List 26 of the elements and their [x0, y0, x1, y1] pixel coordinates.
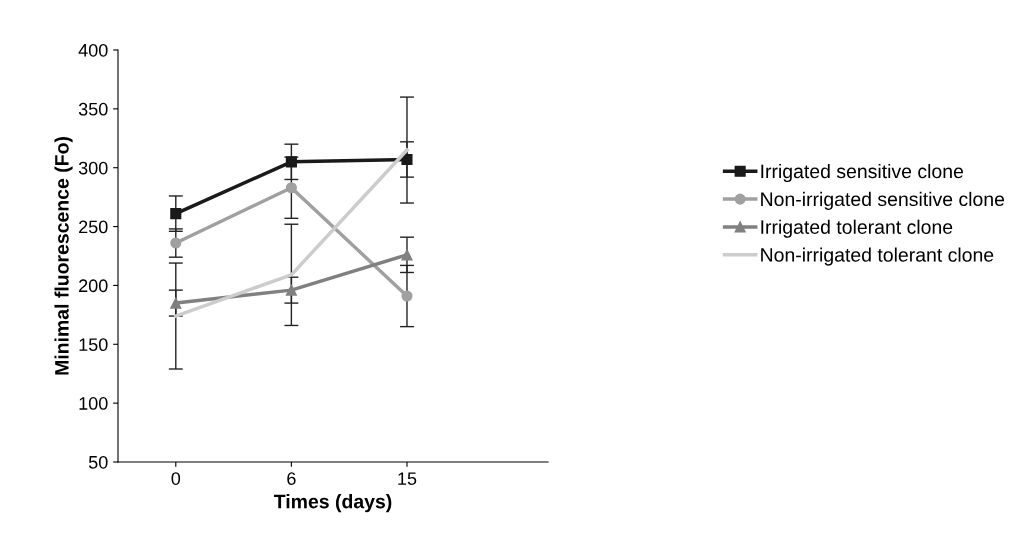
point: [285, 182, 297, 194]
point: [401, 249, 413, 261]
point: [401, 153, 413, 166]
y-tick-label: 250: [79, 220, 108, 234]
y-tick-label: 50: [88, 455, 108, 469]
point: [170, 297, 182, 309]
legend-label: Non-irrigated tolerant clone: [761, 247, 994, 266]
y-tick-label: 400: [78, 43, 108, 57]
legend-label: Irrigated sensitive clone: [761, 163, 964, 183]
x-tick-label: 15: [398, 472, 417, 485]
point: [401, 290, 413, 302]
y-tick-label: 350: [78, 102, 108, 116]
y-tick-label: 150: [79, 338, 108, 352]
y-tick-label: 200: [79, 279, 108, 293]
point: [285, 284, 297, 296]
legend-label: Non-irrigated sensitive clone: [761, 191, 1005, 210]
point: [170, 237, 182, 249]
x-tick-label: 0: [171, 472, 181, 485]
y-tick-label: 100: [79, 397, 108, 410]
point: [285, 156, 297, 168]
x-tick-label: 6: [287, 472, 296, 485]
legend-label: Irrigated tolerant clone: [761, 219, 953, 238]
point: [170, 208, 182, 220]
y-axis-title: Minimal fluorescence (Fo): [54, 137, 73, 375]
x-axis-title: Times (days): [273, 494, 392, 513]
y-tick-label: 300: [78, 161, 108, 175]
